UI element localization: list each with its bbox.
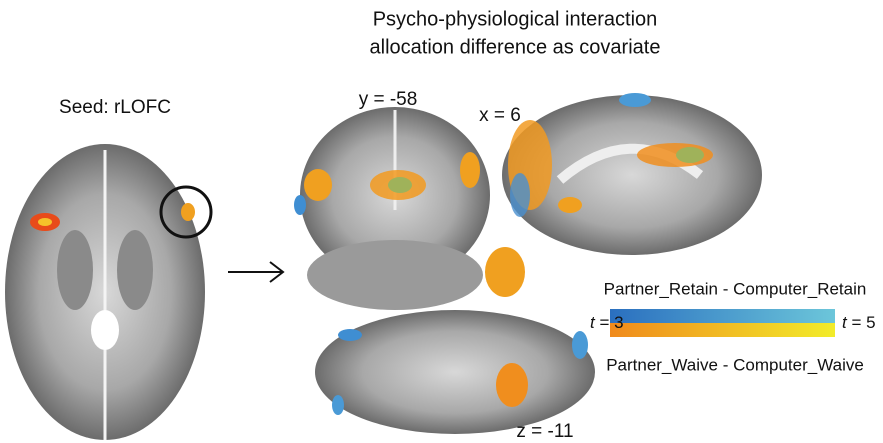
slice-label: y = -58 — [359, 89, 418, 110]
slice-label: x = 6 — [479, 105, 521, 126]
sagittal-brain — [502, 93, 762, 255]
figure: Psycho-physiological interaction allocat… — [0, 0, 883, 443]
slice-label: z = -11 — [516, 421, 573, 442]
seed-label: Seed: rLOFC — [59, 97, 171, 118]
coronal-brain — [294, 107, 490, 310]
colorbar-bottom-label: Partner_Waive - Computer_Waive — [606, 355, 864, 374]
title-line: allocation difference as covariate — [370, 36, 661, 58]
colorbar-max: t = 5 — [842, 313, 876, 332]
colorbar-blue — [610, 309, 835, 323]
max-label: = 5 — [851, 313, 875, 332]
colorbar-warm — [610, 323, 835, 337]
variable: t — [842, 313, 848, 332]
min-label: = 3 — [599, 313, 623, 332]
colorbar-min: t = 3 — [590, 313, 624, 332]
title-line: Psycho-physiological interaction — [373, 8, 658, 30]
variable: t — [590, 313, 596, 332]
axial-seed-brain — [5, 144, 211, 440]
page: {"title_lines": ["Psycho-physiological i… — [0, 0, 883, 443]
colorbar-top-label: Partner_Retain - Computer_Retain — [604, 279, 867, 298]
arrow — [228, 262, 283, 282]
